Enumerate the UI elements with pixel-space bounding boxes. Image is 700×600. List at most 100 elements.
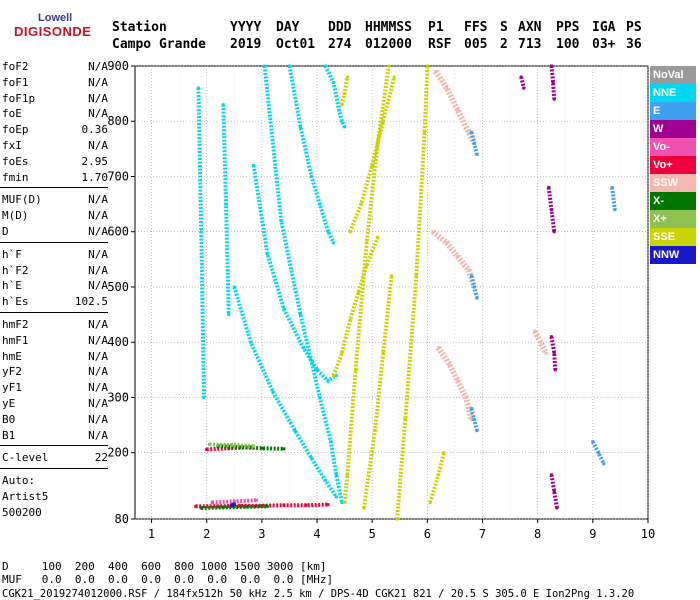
param-row: h`F2 N/A: [2, 264, 108, 279]
point-sse: [442, 451, 446, 455]
trace-x-: [201, 504, 268, 510]
point-nne: [323, 478, 327, 482]
point-nne: [232, 285, 236, 289]
point-ssw: [431, 230, 435, 234]
point-vo-: [232, 499, 236, 503]
point-nne: [224, 202, 228, 206]
point-sse: [403, 418, 407, 422]
point-nne: [337, 108, 341, 112]
param-name: h`Es: [2, 295, 29, 309]
point-sse: [343, 92, 347, 96]
x-tick-label: 8: [534, 527, 541, 541]
header-value-9: 100: [556, 37, 580, 52]
param-row: MUF(D) N/A: [2, 193, 108, 208]
auto-line: 500200: [2, 505, 42, 519]
point-sse: [348, 318, 352, 322]
point-sse: [414, 274, 418, 278]
point-sse: [392, 75, 396, 79]
point-e: [613, 208, 617, 212]
param-name: hmF1: [2, 333, 29, 347]
point-nne: [298, 313, 302, 317]
point-nne: [196, 86, 200, 90]
param-name: fmin: [2, 170, 29, 184]
point-w: [549, 473, 553, 477]
point-e: [472, 285, 476, 289]
header-value-1: 2019: [230, 37, 262, 52]
param-name: hmF2: [2, 318, 29, 331]
header-label-2: DAY: [276, 20, 300, 35]
point-e: [472, 141, 476, 145]
param-value: N/A: [88, 60, 108, 73]
point-nne: [334, 473, 338, 477]
param-row: fmin 1.70: [2, 171, 108, 186]
point-ssw: [533, 329, 537, 333]
param-value: N/A: [88, 75, 108, 89]
point-sse: [332, 373, 336, 377]
point-w: [553, 368, 557, 372]
header-value-4: 012000: [365, 37, 412, 52]
point-x-: [265, 504, 269, 508]
point-nne: [265, 252, 269, 256]
point-ssw: [538, 340, 542, 344]
point-ssw: [467, 268, 471, 272]
logo-top: Lowell: [38, 12, 73, 24]
param-value: N/A: [88, 333, 108, 347]
point-x+: [230, 443, 234, 447]
param-row: hmF2 N/A: [2, 318, 108, 333]
auto-line: Artist5: [2, 490, 49, 503]
param-row: foF1 N/A: [2, 76, 108, 91]
param-name: fxI: [2, 139, 22, 152]
point-sse: [423, 130, 427, 134]
x-tick-label: 10: [641, 527, 655, 541]
point-nne: [282, 307, 286, 311]
param-value: N/A: [88, 225, 108, 238]
point-w: [551, 81, 555, 85]
header-label-7: S: [500, 20, 508, 35]
param-row: C-level 22: [2, 451, 108, 466]
point-nne: [340, 119, 344, 123]
point-sse: [356, 291, 360, 294]
point-nne: [310, 174, 314, 178]
y-tick-label: 80: [115, 512, 129, 526]
param-row: hmF1 N/A: [2, 334, 108, 349]
point-sse: [345, 473, 349, 477]
trace-nne: [287, 65, 336, 244]
point-vo+: [282, 503, 286, 507]
point-ssw: [469, 418, 473, 422]
point-nne: [315, 368, 319, 372]
point-nne: [279, 219, 283, 223]
x-tick-label: 2: [203, 527, 210, 541]
y-tick-label: 800: [107, 114, 129, 128]
y-tick-label: 700: [107, 169, 129, 183]
x-tick-label: 7: [479, 527, 486, 541]
param-name: foEp: [2, 123, 29, 137]
y-tick-label: 900: [107, 59, 129, 73]
param-value: 102.5: [74, 295, 108, 309]
param-separator: [0, 187, 108, 189]
point-sse: [340, 103, 344, 107]
header-value-0: Campo Grande: [112, 37, 206, 52]
param-name: yF1: [2, 381, 22, 395]
point-sse: [340, 351, 344, 355]
param-value: N/A: [88, 107, 108, 121]
trace-sse: [348, 76, 397, 233]
header-label-8: AXN: [518, 20, 542, 35]
param-name: D: [2, 225, 9, 238]
param-value: N/A: [88, 397, 108, 410]
param-name: foF1p: [2, 91, 36, 105]
point-w: [552, 230, 556, 234]
auto-line: Auto:: [2, 474, 36, 488]
param-separator: [0, 468, 108, 470]
header-label-3: DDD: [328, 20, 352, 35]
header-value-6: 005: [464, 37, 488, 52]
param-row: foF2 N/A: [2, 60, 108, 75]
point-nne: [249, 340, 253, 344]
x-tick-label: 9: [589, 527, 596, 541]
param-row: yE N/A: [2, 397, 108, 412]
point-sse: [354, 368, 358, 372]
point-e: [469, 407, 473, 411]
param-row: h`E N/A: [2, 279, 108, 294]
point-nne: [343, 125, 347, 129]
param-value: N/A: [88, 209, 108, 223]
header-label-10: IGA: [592, 20, 616, 35]
